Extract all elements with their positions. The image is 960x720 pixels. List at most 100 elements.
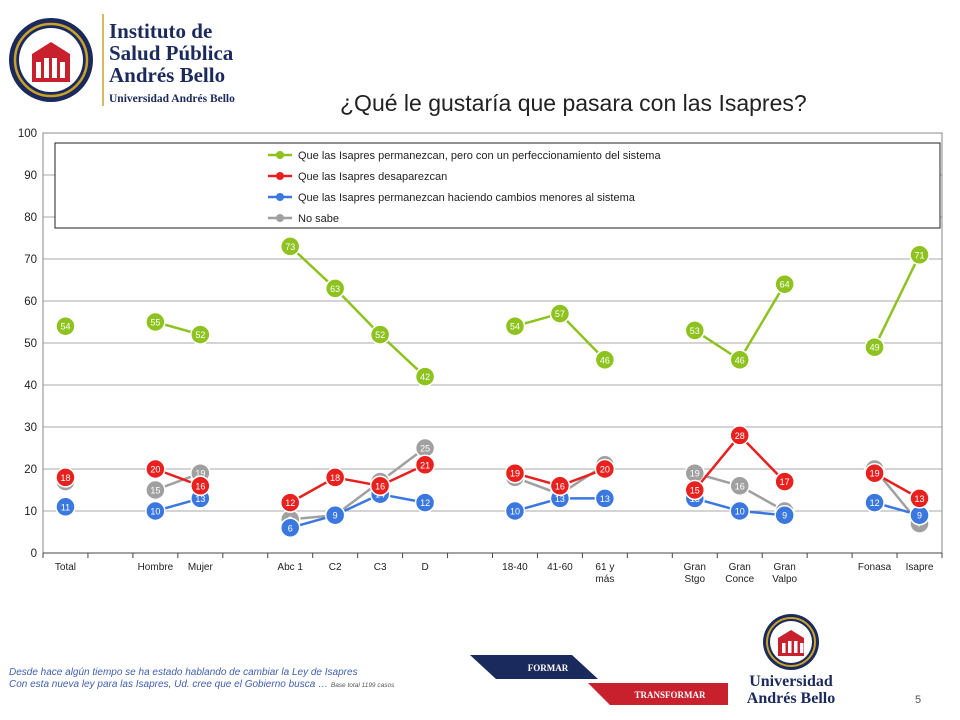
data-label: 9 (333, 511, 338, 521)
institute-name-line1: Instituto de (109, 19, 212, 43)
data-point (684, 320, 706, 341)
data-label: 52 (375, 330, 385, 340)
footnote-base: Base total 1199 casos (330, 682, 395, 689)
data-point (909, 244, 930, 266)
university-logo: Universidad Andrés Bello (747, 614, 835, 707)
y-tick-label: 50 (24, 338, 37, 350)
bottom-logo-line2: Andrés Bello (747, 690, 835, 707)
data-label: 6 (288, 523, 293, 533)
data-label: 20 (150, 465, 160, 475)
footnote-line2: Con esta nueva ley para las Isapres, Ud.… (9, 679, 394, 692)
data-point (145, 458, 166, 480)
data-point (145, 311, 166, 333)
data-label: 64 (780, 280, 790, 290)
data-point (145, 500, 166, 522)
banner-transformar-band (588, 683, 728, 705)
data-label: 54 (510, 322, 520, 332)
data-label: 16 (735, 481, 745, 491)
data-point (729, 500, 750, 522)
data-label: 16 (555, 481, 565, 491)
data-label: 10 (735, 507, 745, 517)
footnote: Desde hace algún tiempo se ha estado hab… (9, 667, 394, 692)
data-label: 46 (735, 355, 745, 365)
data-point (549, 475, 571, 497)
x-tick-label: C3 (374, 562, 387, 573)
x-tick-label: Gran Valpo (772, 562, 797, 585)
data-point (324, 467, 346, 488)
data-point (684, 479, 706, 501)
x-tick-label: 61 y más (595, 562, 614, 585)
data-point (279, 517, 301, 539)
data-label: 12 (420, 498, 430, 508)
x-tick-label: Hombre (138, 562, 174, 573)
x-tick-label: Gran Conce (725, 562, 754, 585)
data-label: 16 (375, 481, 385, 491)
data-label: 19 (690, 469, 700, 479)
data-label: 10 (510, 507, 520, 517)
data-point (279, 492, 301, 513)
banner-formar-text: FORMAR (528, 663, 569, 673)
data-label: 63 (330, 284, 340, 294)
data-label: 10 (150, 507, 160, 517)
chart-series: 1715198917251814211916102071110136914121… (55, 236, 930, 539)
x-tick-label: Total (55, 562, 76, 573)
data-label: 20 (600, 465, 610, 475)
data-point (190, 324, 211, 345)
data-label: 53 (690, 326, 700, 336)
data-label: 25 (420, 444, 430, 454)
data-label: 15 (150, 486, 160, 496)
institute-logo: Instituto de Salud Pública Andrés Bello … (9, 14, 235, 106)
data-label: 73 (285, 242, 295, 252)
data-point (729, 349, 750, 371)
legend-swatch-marker (276, 172, 284, 180)
y-tick-label: 30 (24, 422, 37, 434)
x-tick-label: D (421, 562, 428, 573)
x-tick-label: Fonasa (858, 562, 892, 573)
data-label: 49 (870, 343, 880, 353)
data-point (369, 475, 391, 497)
y-tick-label: 90 (24, 170, 37, 182)
legend-entry: No sabe (298, 213, 339, 225)
institute-name-line4: Universidad Andrés Bello (109, 93, 235, 105)
y-tick-label: 0 (31, 548, 37, 560)
data-label: 13 (915, 494, 925, 504)
data-point (55, 496, 76, 518)
data-label: 46 (600, 355, 610, 365)
x-tick-label: Abc 1 (277, 562, 303, 573)
data-point (864, 492, 885, 513)
data-label: 15 (690, 486, 700, 496)
data-label: 19 (510, 469, 520, 479)
data-label: 42 (420, 372, 430, 382)
data-point (729, 475, 750, 497)
legend-entry: Que las Isapres permanezcan haciendo cam… (298, 192, 636, 204)
data-point (414, 366, 436, 387)
data-label: 57 (555, 309, 565, 319)
data-point (594, 458, 616, 480)
data-point (55, 315, 76, 337)
data-label: 21 (420, 460, 430, 470)
data-point (279, 236, 301, 257)
data-point (774, 273, 795, 295)
data-point (414, 454, 436, 476)
data-point (190, 475, 211, 497)
data-label: 17 (780, 477, 790, 487)
series-line (289, 245, 426, 378)
legend-swatch-marker (276, 214, 284, 222)
legend-swatch-marker (276, 151, 284, 159)
banner-transformar-text: TRANSFORMAR (635, 690, 706, 700)
data-point (414, 492, 436, 513)
banner-formar-band (470, 655, 598, 679)
data-label: 11 (61, 502, 70, 512)
data-point (504, 462, 526, 484)
legend-entry: Que las Isapres desaparezcan (298, 171, 447, 183)
data-point (55, 467, 76, 488)
series-line (289, 463, 426, 504)
data-label: 54 (60, 322, 70, 332)
data-label: 18 (330, 473, 340, 483)
data-point (774, 471, 795, 492)
formar-transformar-banner: FORMAR TRANSFORMAR (470, 655, 728, 705)
institute-name-line2: Salud Pública (109, 41, 234, 65)
x-tick-label: Mujer (188, 562, 214, 573)
series-que-las-isapres-desaparezcan: 18 20 16 12 18 16 21 19 16 20 15 28 17 19 13 (55, 425, 930, 513)
